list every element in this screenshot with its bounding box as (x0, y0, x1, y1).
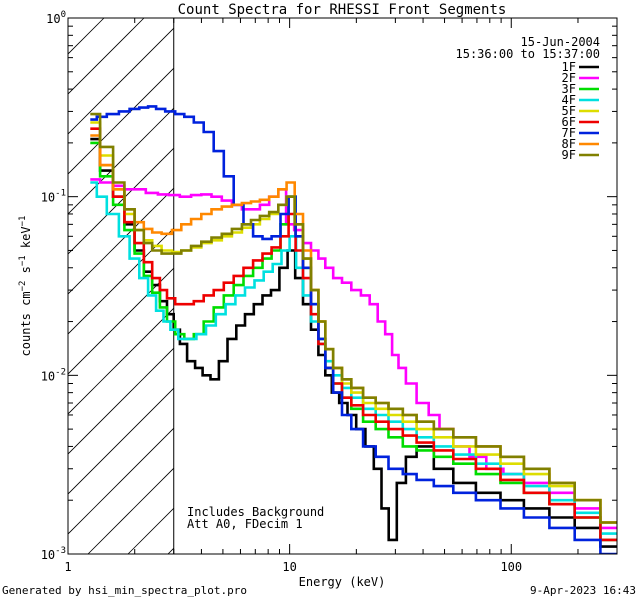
hatch-line (68, 227, 174, 335)
y-axis-label: counts cm−2 s−1 keV−1 (18, 216, 33, 357)
series-line-2F (90, 178, 617, 530)
background-note: Includes Background (187, 505, 324, 519)
legend-label-4F: 4F (562, 93, 576, 107)
x-tick-label-100: 100 (500, 560, 522, 574)
legend-label-2F: 2F (562, 71, 576, 85)
series-line-4F (90, 181, 617, 535)
svg-text:10-1: 10-1 (41, 189, 66, 205)
hatch-line (68, 267, 174, 375)
y-tick-label-0.01: 10-2 (41, 367, 66, 383)
x-tick-label-1: 1 (64, 560, 71, 574)
y-tick-exponent: -3 (55, 546, 66, 556)
y-tick-label-1: 100 (46, 10, 66, 26)
hatch-line (68, 387, 174, 495)
y-tick-base: 10 (41, 369, 55, 383)
legend-label-7F: 7F (562, 126, 576, 140)
hatch-line (68, 307, 174, 415)
hatch-line (68, 427, 174, 535)
y-tick-exponent: 0 (61, 10, 66, 20)
svg-text:100: 100 (46, 10, 66, 26)
hatch-line (68, 67, 174, 175)
y-tick-label-0.1: 10-1 (41, 189, 66, 205)
legend-label-5F: 5F (562, 104, 576, 118)
time-range-annotation: 15:36:00 to 15:37:00 (456, 47, 601, 61)
series-line-6F (90, 127, 617, 542)
hatch-line (68, 187, 174, 295)
chart-title: Count Spectra for RHESSI Front Segments (178, 2, 507, 18)
plot-frame (67, 17, 618, 555)
hatch-line (248, 18, 640, 554)
y-tick-base: 10 (41, 191, 55, 205)
generated-date: 9-Apr-2023 16:43 (530, 584, 636, 597)
x-tick-label-10: 10 (282, 560, 296, 574)
svg-text:10-2: 10-2 (41, 367, 66, 383)
legend-label-3F: 3F (562, 82, 576, 96)
y-tick-label-0.001: 10-3 (41, 546, 66, 562)
series-line-9F (90, 112, 617, 524)
hatch-line (568, 18, 640, 554)
y-tick-base: 10 (41, 548, 55, 562)
y-tick-base: 10 (46, 12, 60, 26)
legend-label-9F: 9F (562, 148, 576, 162)
date-annotation: 15-Jun-2004 (521, 35, 600, 49)
series-line-3F (90, 141, 617, 542)
y-tick-exponent: -1 (55, 189, 66, 199)
axis-ticks (67, 17, 618, 555)
x-axis-label: Energy (keV) (299, 575, 386, 589)
svg-text:10-3: 10-3 (41, 546, 66, 562)
hatch-line (0, 18, 64, 554)
legend-label-8F: 8F (562, 137, 576, 151)
hatch-line (288, 18, 640, 554)
hatch-line (608, 18, 640, 554)
attenuator-note: Att A0, FDecim 1 (187, 517, 303, 531)
legend-label-1F: 1F (562, 60, 576, 74)
hatch-line (68, 27, 174, 135)
series-lines (90, 105, 617, 554)
generated-by-note: Generated by hsi_min_spectra_plot.pro (2, 584, 247, 597)
y-tick-exponent: -2 (55, 367, 66, 377)
legend-label-6F: 6F (562, 115, 576, 129)
